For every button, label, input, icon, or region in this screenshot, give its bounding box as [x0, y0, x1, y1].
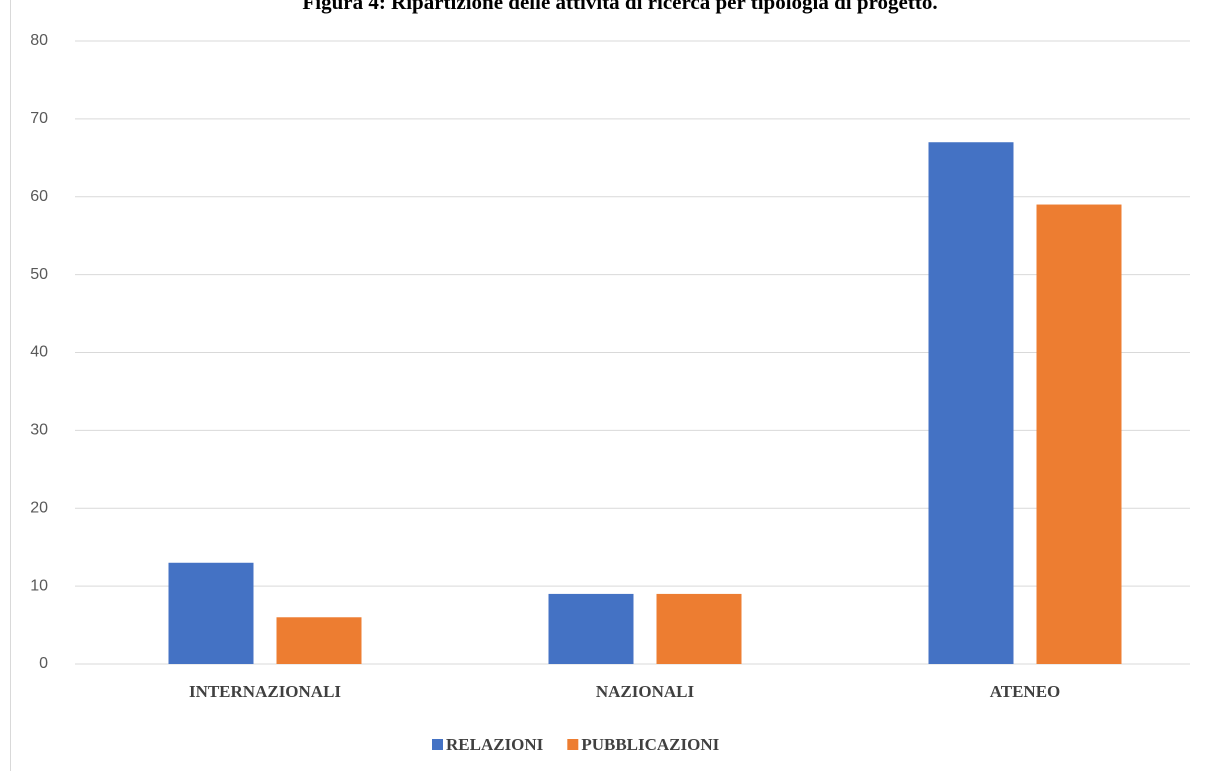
bar: [548, 593, 634, 664]
y-tick-label: 30: [30, 422, 48, 439]
y-tick-label: 0: [39, 655, 48, 672]
x-tick-label: INTERNAZIONALI: [189, 682, 341, 701]
x-tick-label: NAZIONALI: [596, 682, 695, 701]
bar: [168, 562, 254, 664]
y-tick-label: 50: [30, 266, 48, 283]
legend-label: PUBBLICAZIONI: [581, 735, 719, 754]
y-tick-label: 60: [30, 188, 48, 205]
y-tick-label: 40: [30, 344, 48, 361]
chart-title: Figura 4: Ripartizione delle attività di…: [302, 0, 937, 14]
legend-swatch: [432, 739, 443, 750]
bar: [1036, 204, 1122, 664]
legend-label: RELAZIONI: [446, 735, 544, 754]
bar: [656, 593, 742, 664]
y-tick-label: 70: [30, 110, 48, 127]
y-tick-label: 20: [30, 499, 48, 516]
legend-swatch: [567, 739, 579, 750]
bar: [276, 617, 362, 664]
y-tick-label: 80: [30, 32, 48, 49]
bar: [928, 142, 1014, 665]
y-tick-label: 10: [30, 577, 48, 594]
x-tick-label: ATENEO: [990, 682, 1061, 701]
